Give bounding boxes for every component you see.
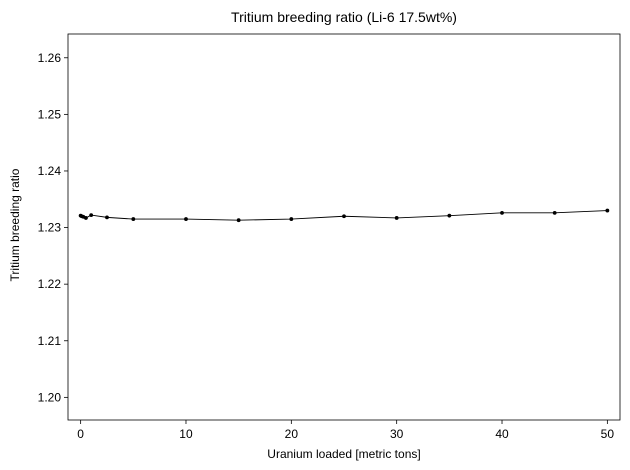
y-tick-label: 1.21 [38, 334, 62, 348]
x-tick-label: 50 [601, 427, 615, 441]
data-point [89, 213, 94, 218]
y-tick-label: 1.25 [38, 107, 62, 121]
y-tick-label: 1.26 [38, 51, 62, 65]
data-point [289, 217, 294, 221]
data-point [105, 215, 109, 220]
data-point [605, 208, 610, 213]
data-point [236, 218, 241, 223]
x-tick-label: 10 [179, 427, 193, 441]
y-tick-label: 1.24 [38, 164, 62, 178]
x-axis: 0 10 20 30 40 50 [77, 420, 614, 441]
data-point [447, 213, 452, 218]
series-layer [78, 208, 610, 223]
data-point [552, 210, 557, 215]
y-axis: 1.20 1.21 1.22 1.23 1.24 1.25 1.26 [38, 51, 68, 404]
data-point [84, 216, 88, 220]
y-tick-label: 1.22 [38, 277, 62, 291]
data-point [184, 217, 188, 221]
data-point [394, 216, 399, 220]
y-tick-label: 1.20 [38, 390, 62, 404]
x-tick-label: 40 [495, 427, 509, 441]
plot-frame [67, 33, 621, 421]
data-point [342, 214, 346, 219]
y-axis-label: Tritium breeding ratio [8, 168, 22, 281]
y-tick-label: 1.23 [38, 221, 62, 235]
x-tick-label: 30 [390, 427, 404, 441]
x-tick-label: 0 [77, 427, 84, 441]
plot-area [67, 33, 621, 421]
chart-title: Tritium breeding ratio (Li-6 17.5wt%) [231, 9, 457, 25]
x-axis-label: Uranium loaded [metric tons] [267, 447, 420, 461]
data-point [500, 210, 504, 215]
x-tick-label: 20 [285, 427, 299, 441]
data-point [131, 217, 136, 221]
